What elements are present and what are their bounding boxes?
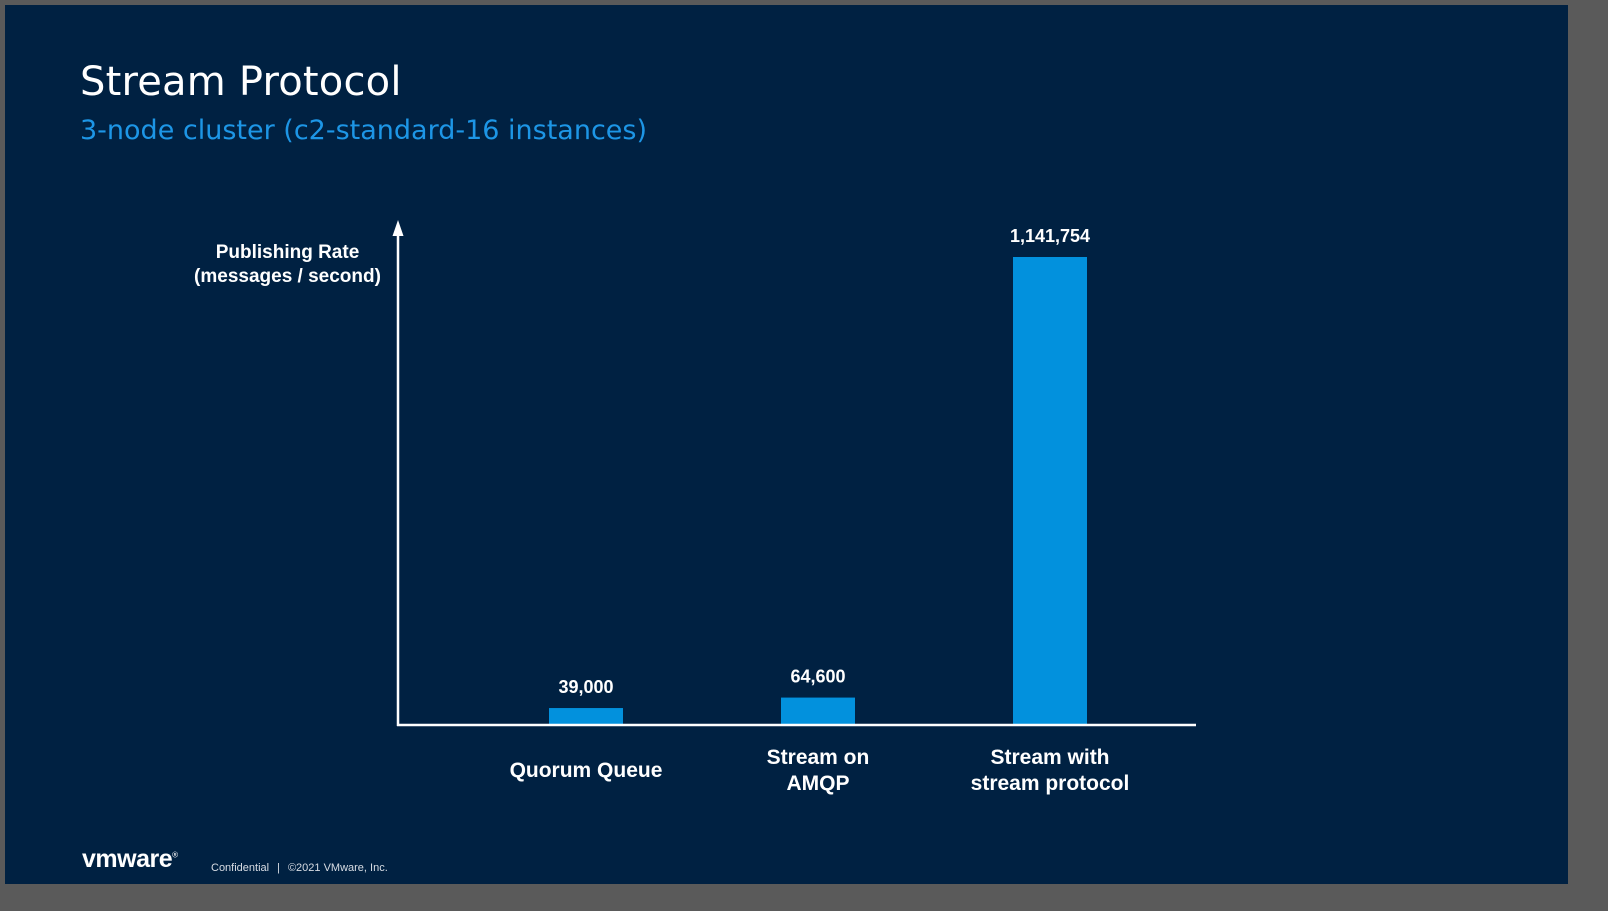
slide: Stream Protocol 3-node cluster (c2-stand…	[5, 5, 1568, 884]
category-label-1-line-1: Quorum Queue	[510, 759, 663, 782]
footer-text: Confidential | ©2021 VMware, Inc.	[211, 862, 388, 874]
copyright-label: ©2021 VMware, Inc.	[287, 862, 388, 874]
y-axis-arrow	[392, 220, 404, 236]
category-label-3: Stream with stream protocol	[971, 746, 1130, 795]
category-label-3-line-1: Stream with	[990, 746, 1109, 769]
registered-mark: ®	[172, 850, 178, 860]
bar-2	[781, 697, 855, 724]
bar-1	[549, 708, 623, 724]
category-label-3-line-2: stream protocol	[971, 772, 1130, 795]
bar-chart: 39,000 64,600 1,141,754 Quorum Queue Stream…	[392, 220, 1196, 795]
y-axis-label-line-1: Publishing Rate	[215, 242, 360, 263]
slide-title: Stream Protocol	[80, 59, 402, 105]
vmware-logo: vmware®	[82, 845, 178, 874]
vmware-logo-text: vmware	[82, 845, 173, 873]
category-label-2: Stream on AMQP	[767, 746, 870, 795]
slide-subtitle: 3-node cluster (c2-standard-16 instances…	[80, 115, 648, 146]
y-axis-label: Publishing Rate (messages / second)	[180, 241, 395, 289]
footer-separator: |	[277, 862, 280, 874]
category-label-1: Quorum Queue	[510, 759, 663, 782]
confidential-label: Confidential	[211, 862, 270, 874]
bar-3	[1013, 257, 1087, 724]
value-label-1: 39,000	[558, 677, 613, 697]
value-label-2: 64,600	[790, 667, 845, 687]
y-axis-label-line-2: (messages / second)	[194, 266, 381, 287]
category-label-2-line-1: Stream on	[767, 746, 870, 769]
value-label-3: 1,141,754	[1010, 226, 1090, 246]
category-label-2-line-2: AMQP	[787, 772, 850, 795]
